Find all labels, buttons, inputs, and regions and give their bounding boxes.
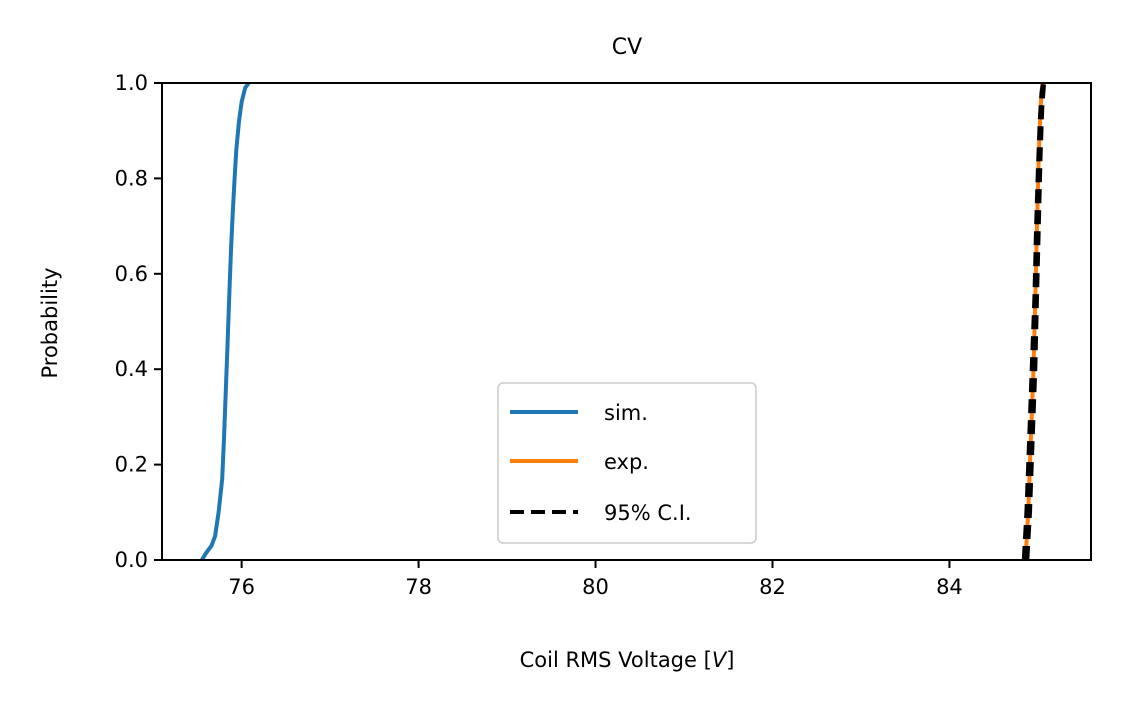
legend: sim. exp. 95% C.I. [497, 382, 757, 544]
x-tick-label: 76 [228, 575, 255, 599]
x-axis-label-suffix: ] [726, 648, 734, 672]
plot-frame [161, 82, 1092, 561]
y-tick-label: 0.6 [115, 262, 148, 286]
x-tick-label: 80 [582, 575, 609, 599]
chart-title: CV [612, 35, 642, 60]
legend-label-sim: sim. [604, 401, 648, 425]
x-tick-label: 78 [405, 575, 432, 599]
x-tick-label: 82 [759, 575, 786, 599]
y-tick-label: 0.4 [115, 357, 148, 381]
x-axis-label-prefix: Coil RMS Voltage [ [520, 648, 712, 672]
y-tick-label: 0.8 [115, 166, 148, 190]
x-axis: 76 78 80 82 84 [228, 560, 963, 599]
series-line-sim- [200, 81, 251, 562]
legend-label-exp: exp. [604, 450, 649, 474]
x-axis-label: Coil RMS Voltage [V] [520, 648, 735, 672]
y-tick-label: 0.0 [115, 548, 148, 572]
y-axis: 0.0 0.2 0.4 0.6 0.8 1.0 [115, 71, 162, 572]
legend-label-ci: 95% C.I. [604, 501, 692, 525]
y-tick-label: 0.2 [115, 453, 148, 477]
series-line-ci-upper [1025, 82, 1047, 561]
legend-box [497, 382, 757, 544]
x-axis-label-variable: V [712, 648, 728, 672]
y-axis-label: Probability [38, 267, 62, 378]
x-tick-label: 84 [936, 575, 963, 599]
series-layer [200, 81, 1047, 562]
y-tick-label: 1.0 [115, 71, 148, 95]
